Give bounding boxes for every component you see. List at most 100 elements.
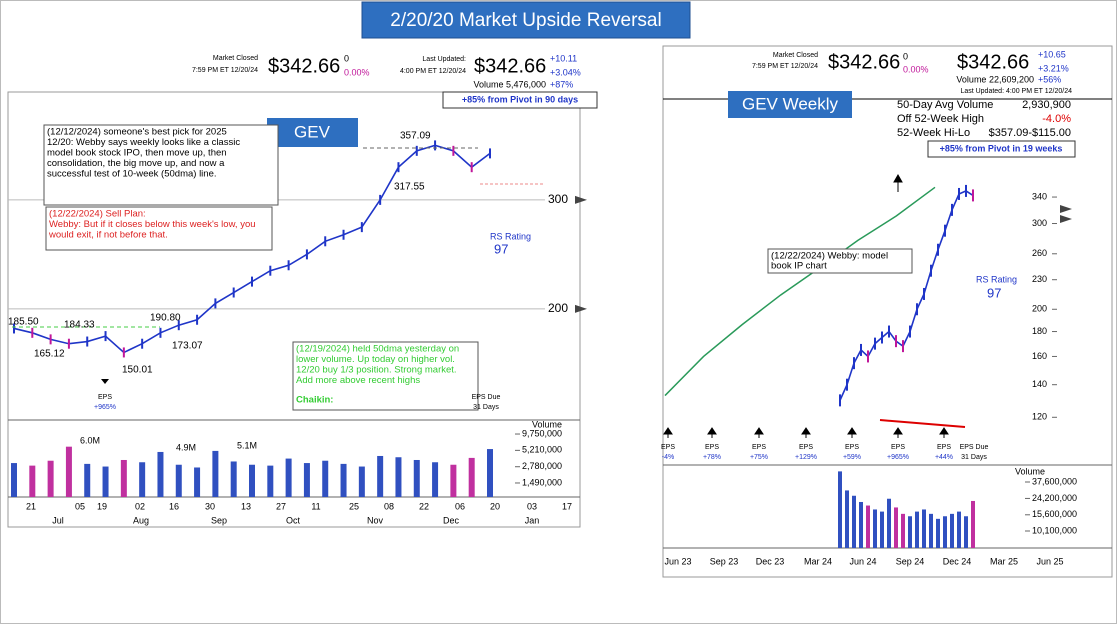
x-tick-label: 30 <box>205 501 215 511</box>
price-label: 317.55 <box>394 182 425 193</box>
pct: +3.04% <box>550 67 581 77</box>
x-tick-label: 05 <box>75 501 85 511</box>
tick-arrow <box>1060 215 1072 223</box>
x-tick-label: Mar 24 <box>804 556 832 566</box>
right-chart-frame <box>662 45 1113 578</box>
status-time: 7:59 PM ET 12/20/24 <box>192 67 258 74</box>
title-box <box>361 1 691 39</box>
price-label: 173.07 <box>172 341 203 352</box>
symbol-box <box>728 91 852 118</box>
price-label: 190.80 <box>150 313 181 324</box>
note-text: (12/22/2024) Sell Plan: <box>49 209 146 220</box>
volume-bar <box>102 466 109 497</box>
price-label: 357.09 <box>400 131 431 142</box>
symbol: GEV <box>294 122 331 141</box>
x-tick-label: 13 <box>241 501 251 511</box>
volume-bar <box>943 516 947 548</box>
eps-change: +75% <box>750 454 768 461</box>
volume-bar <box>358 466 365 497</box>
x-tick-label: 19 <box>97 501 107 511</box>
volume-bar <box>950 513 954 548</box>
stat-label: 50-Day Avg Volume <box>897 99 993 111</box>
volume-bar <box>47 460 54 497</box>
volume-bar <box>880 511 884 548</box>
volume-bar <box>212 450 219 497</box>
x-tick-label: Jun 24 <box>849 556 876 566</box>
pct: +3.21% <box>1038 63 1069 73</box>
y-tick-label: 2,780,000 <box>522 461 562 471</box>
x-tick-label: 21 <box>26 501 36 511</box>
y-tick-label: 120 <box>1032 412 1047 422</box>
volume-bar <box>230 461 237 497</box>
note-text: (12/19/2024) held 50dma yesterday on <box>296 344 459 355</box>
volume-pct: +56% <box>1038 74 1061 84</box>
eps-label: EPS <box>98 394 112 401</box>
note-box <box>45 206 273 251</box>
after-change: 0 <box>903 51 908 61</box>
y-tick-label: 340 <box>1032 191 1047 201</box>
volume-bar <box>432 462 439 497</box>
eps-arrow <box>754 427 764 438</box>
volume-bar <box>84 463 91 497</box>
stat-value: -4.0% <box>1042 113 1071 125</box>
tick-arrow <box>575 304 587 313</box>
eps-label: EPS <box>752 444 766 451</box>
volume-bar <box>120 459 127 497</box>
x-tick-label: Jan <box>525 515 540 525</box>
volume-bar <box>866 505 870 548</box>
after-pct: 0.00% <box>344 67 370 77</box>
tick-arrow <box>575 195 587 204</box>
y-tick-label: 160 <box>1032 351 1047 361</box>
x-tick-label: Sep 23 <box>710 556 739 566</box>
stat-label: Off 52-Week High <box>897 113 984 125</box>
updated: Last Updated: 4:00 PM ET 12/20/24 <box>960 88 1072 95</box>
y-tick-label: 9,750,000 <box>522 428 562 438</box>
eps-label: EPS <box>705 444 719 451</box>
volume-bar <box>971 500 975 548</box>
eps-arrow <box>939 427 949 438</box>
eps-change: +965% <box>887 454 909 461</box>
volume-bar <box>29 465 36 497</box>
x-tick-label: Sep 24 <box>896 556 925 566</box>
volume-bar <box>859 501 863 548</box>
change: +10.11 <box>550 53 577 63</box>
x-tick-label: Dec <box>443 515 460 525</box>
volume-title: Volume <box>532 419 562 429</box>
volume-label: 6.0M <box>80 435 100 445</box>
note-text: would exit, if not before that. <box>48 230 168 241</box>
volume-label: 4.9M <box>176 442 196 452</box>
note-text: book IP chart <box>771 261 827 272</box>
note-box <box>43 124 279 206</box>
eps-arrow <box>663 427 673 438</box>
price-label: 185.50 <box>8 317 39 328</box>
volume-bar <box>65 446 72 497</box>
after-price: $342.66 <box>828 51 900 73</box>
note-text: (12/22/2024) Webby: model <box>771 251 888 262</box>
eps-arrow <box>893 427 903 438</box>
x-tick-label: Dec 24 <box>943 556 972 566</box>
change: +10.65 <box>1038 49 1066 59</box>
note-text: Add more above recent highs <box>296 375 420 386</box>
volume-bar <box>194 467 201 497</box>
after-change: 0 <box>344 53 349 63</box>
x-tick-label: Aug <box>133 515 149 525</box>
note-text: 12/20: Webby says weekly looks like a cl… <box>47 137 240 148</box>
x-tick-label: Jul <box>52 515 64 525</box>
eps-label: EPS <box>661 444 675 451</box>
updated-time: 4:00 PM ET 12/20/24 <box>400 68 466 75</box>
x-tick-label: Mar 25 <box>990 556 1018 566</box>
note-text: lower volume. Up today on higher vol. <box>296 354 455 365</box>
y-tick-label: 140 <box>1032 379 1047 389</box>
eps-label: EPS <box>937 444 951 451</box>
note-text: successful test of 10-week (50dma) line. <box>47 169 217 180</box>
x-tick-label: 20 <box>490 501 500 511</box>
x-tick-label: 17 <box>562 501 572 511</box>
rs-label: RS Rating <box>490 231 531 241</box>
y-tick-label: 37,600,000 <box>1032 476 1077 486</box>
x-tick-label: 25 <box>349 501 359 511</box>
volume-bar <box>377 455 384 497</box>
volume-bar <box>838 471 842 548</box>
x-tick-label: Jun 23 <box>664 556 691 566</box>
volume-bar <box>845 490 849 548</box>
